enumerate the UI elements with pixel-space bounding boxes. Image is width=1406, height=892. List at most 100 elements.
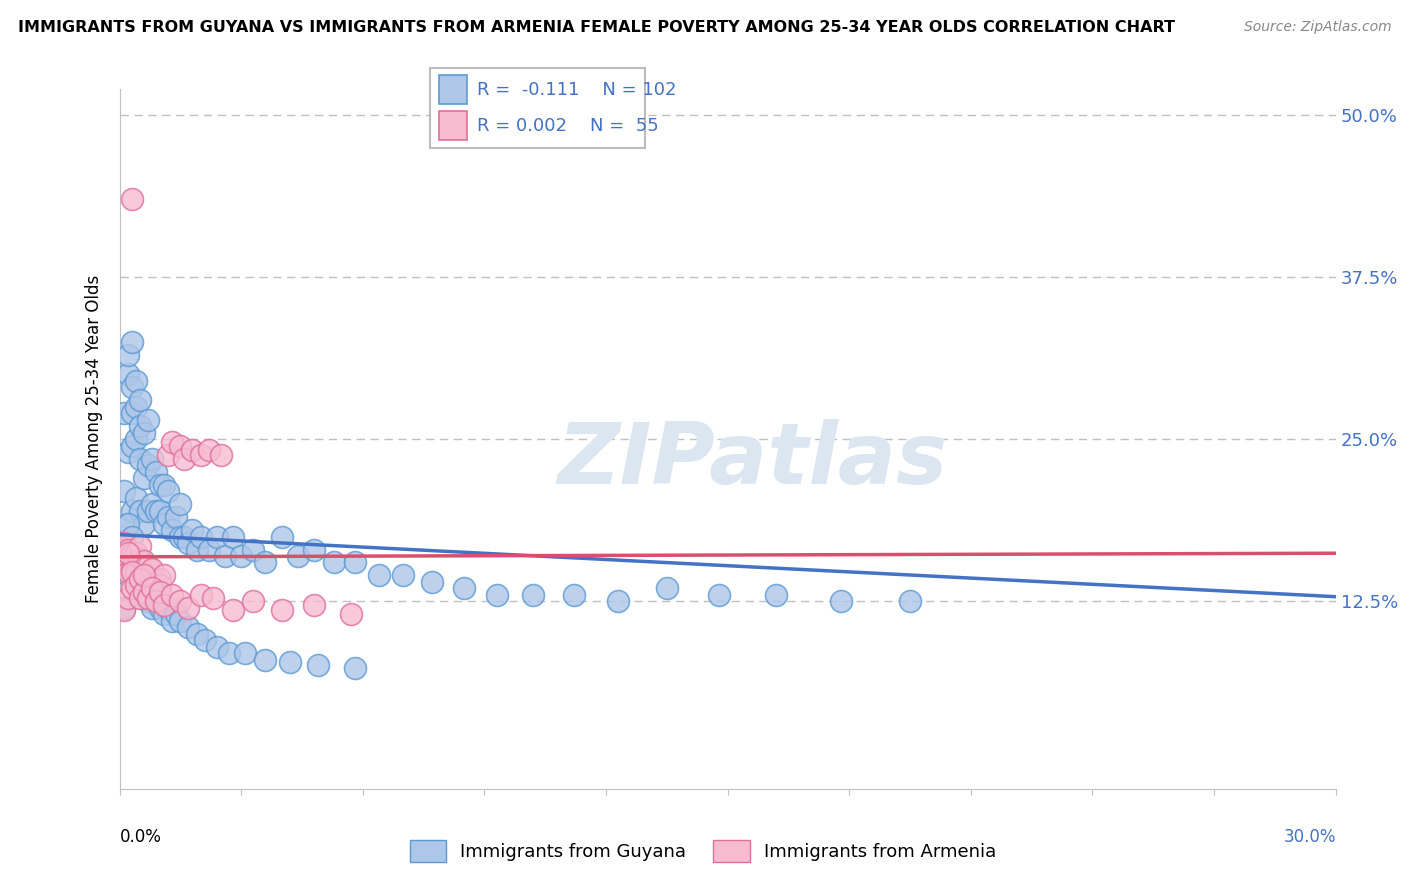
Point	[607, 594, 630, 608]
Point	[169, 497, 191, 511]
Point	[181, 442, 204, 457]
Point	[254, 556, 277, 570]
Point	[485, 588, 508, 602]
Point	[132, 574, 155, 589]
Point	[141, 497, 163, 511]
Point	[136, 591, 159, 605]
Legend: Immigrants from Guyana, Immigrants from Armenia: Immigrants from Guyana, Immigrants from …	[402, 833, 1004, 870]
Point	[157, 510, 180, 524]
Point	[121, 406, 143, 420]
Point	[112, 484, 135, 499]
Point	[117, 368, 139, 382]
Point	[242, 542, 264, 557]
Point	[898, 594, 921, 608]
Point	[302, 599, 325, 613]
Point	[149, 600, 172, 615]
Point	[343, 660, 366, 674]
Point	[186, 627, 208, 641]
Point	[368, 568, 391, 582]
Point	[132, 573, 155, 587]
Point	[169, 439, 191, 453]
Point	[160, 614, 183, 628]
Point	[222, 603, 245, 617]
Point	[165, 607, 187, 622]
Point	[177, 620, 200, 634]
Point	[132, 554, 155, 568]
Point	[112, 600, 135, 615]
Point	[125, 565, 148, 579]
Point	[190, 588, 212, 602]
Point	[125, 374, 148, 388]
Point	[141, 451, 163, 466]
Point	[323, 556, 346, 570]
Point	[149, 585, 172, 599]
Point	[125, 574, 148, 589]
Point	[153, 607, 176, 622]
Point	[205, 530, 228, 544]
Point	[209, 448, 232, 462]
Point	[128, 419, 150, 434]
Point	[136, 413, 159, 427]
Point	[128, 539, 150, 553]
Point	[128, 393, 150, 408]
Point	[132, 568, 155, 582]
Point	[233, 646, 256, 660]
Point	[145, 465, 167, 479]
Point	[125, 556, 148, 570]
Point	[420, 574, 443, 589]
Point	[117, 516, 139, 531]
Point	[136, 577, 159, 591]
Point	[128, 451, 150, 466]
Point	[121, 193, 143, 207]
Point	[128, 551, 150, 566]
Point	[121, 503, 143, 517]
Point	[136, 594, 159, 608]
Text: R =  -0.111    N = 102: R = -0.111 N = 102	[477, 80, 676, 99]
Point	[197, 442, 219, 457]
Point	[157, 600, 180, 615]
Point	[205, 640, 228, 654]
Point	[121, 562, 143, 576]
Point	[177, 600, 200, 615]
Point	[112, 406, 135, 420]
Point	[302, 542, 325, 557]
Point	[132, 516, 155, 531]
Point	[278, 656, 301, 670]
Point	[128, 503, 150, 517]
Point	[392, 568, 415, 582]
Point	[177, 536, 200, 550]
Text: Source: ZipAtlas.com: Source: ZipAtlas.com	[1244, 20, 1392, 34]
Point	[128, 573, 150, 587]
Point	[160, 588, 183, 602]
Point	[149, 573, 172, 587]
Point	[132, 471, 155, 485]
Point	[181, 523, 204, 537]
Point	[218, 646, 240, 660]
Point	[145, 585, 167, 599]
Point	[112, 530, 135, 544]
Point	[145, 594, 167, 608]
Point	[149, 503, 172, 517]
Point	[128, 568, 150, 582]
Text: R = 0.002    N =  55: R = 0.002 N = 55	[477, 117, 659, 135]
Point	[169, 594, 191, 608]
Point	[231, 549, 253, 563]
Point	[125, 400, 148, 414]
Point	[128, 582, 150, 596]
Point	[169, 530, 191, 544]
Point	[173, 451, 195, 466]
Point	[562, 588, 585, 602]
Point	[254, 653, 277, 667]
Point	[117, 568, 139, 582]
Point	[197, 542, 219, 557]
Point	[830, 594, 852, 608]
Point	[190, 530, 212, 544]
Y-axis label: Female Poverty Among 25-34 Year Olds: Female Poverty Among 25-34 Year Olds	[84, 276, 103, 603]
Point	[117, 546, 139, 560]
Point	[145, 503, 167, 517]
Text: 30.0%: 30.0%	[1284, 828, 1336, 846]
Point	[136, 458, 159, 473]
Point	[709, 588, 731, 602]
Point	[169, 614, 191, 628]
Point	[153, 477, 176, 491]
